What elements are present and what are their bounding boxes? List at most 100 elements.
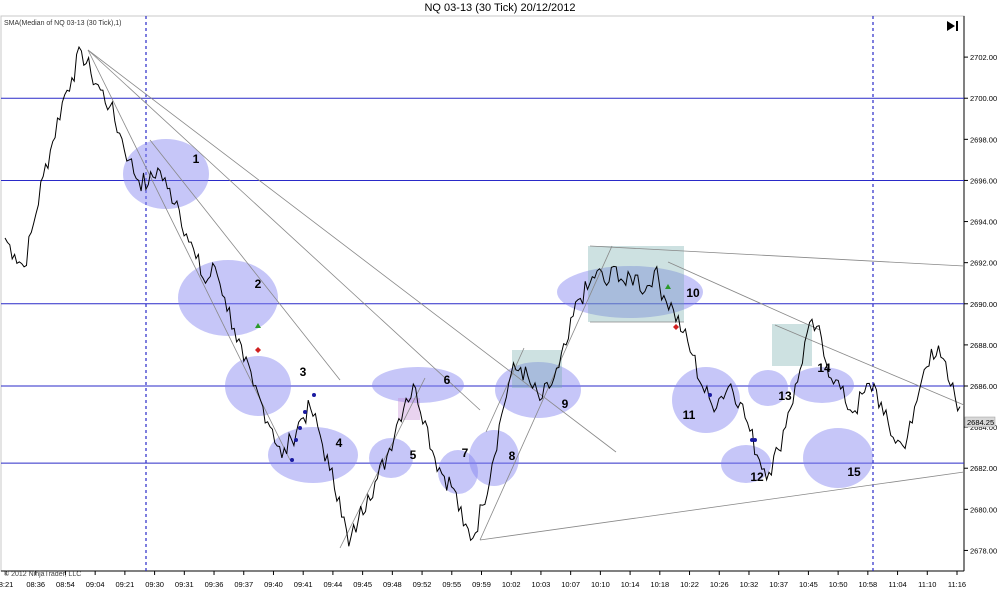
highlight-ellipse-6 <box>372 367 464 403</box>
time-tick-label-5: 09:30 <box>145 580 164 589</box>
trend-line-0 <box>87 49 617 453</box>
trend-line-2 <box>87 49 291 461</box>
annotation-label-11: 11 <box>683 408 696 422</box>
highlight-ellipse-14 <box>790 367 854 403</box>
horizontal-levels <box>1 97 964 464</box>
annotation-label-15: 15 <box>847 465 861 479</box>
price-tick-label-9: 2696.00 <box>970 176 997 185</box>
price-tick-label-12: 2702.00 <box>970 53 997 62</box>
buy-marker-2 <box>665 284 671 289</box>
time-tick-label-9: 09:40 <box>264 580 283 589</box>
time-tick-label-22: 10:18 <box>650 580 669 589</box>
annotation-label-13: 13 <box>778 389 792 403</box>
dot-marker-4 <box>290 458 294 462</box>
dot-marker-7 <box>303 410 307 414</box>
highlight-ellipse-12 <box>721 445 771 483</box>
time-tick-label-31: 11:10 <box>918 580 936 589</box>
time-tick-label-26: 10:37 <box>769 580 788 589</box>
time-tick-label-16: 09:59 <box>472 580 491 589</box>
time-tick-label-32: 11:16 <box>948 580 966 589</box>
time-tick-label-19: 10:07 <box>561 580 580 589</box>
trend-line-7 <box>479 245 613 541</box>
time-axis: 8:21 08:36 08:54 09:04 09:21 09:30 09:31 09:36 0… <box>0 571 966 589</box>
price-tick-label-6: 2690.00 <box>970 300 997 309</box>
highlight-ellipse-13 <box>748 370 788 406</box>
session-break-lines <box>145 16 874 571</box>
skip-to-end-icon[interactable] <box>944 19 960 33</box>
highlight-ellipse-15 <box>803 428 873 488</box>
highlight-ellipse-1 <box>123 139 209 209</box>
price-tick-label-4: 2686.00 <box>970 382 997 391</box>
time-tick-label-13: 09:48 <box>383 580 402 589</box>
time-tick-label-2: 08:54 <box>56 580 75 589</box>
time-tick-label-23: 10:22 <box>680 580 699 589</box>
highlight-ellipse-11 <box>672 367 740 433</box>
time-tick-label-11: 09:44 <box>324 580 343 589</box>
trend-line-8 <box>339 377 426 549</box>
dot-marker-5 <box>294 438 298 442</box>
indicator-label: SMA(Median of NQ 03-13 (30 Tick),1) <box>4 20 122 27</box>
highlight-ellipse-3 <box>225 356 291 416</box>
dot-marker-11 <box>753 438 757 442</box>
time-tick-label-8: 09:37 <box>234 580 253 589</box>
price-tick-label-0: 2678.00 <box>970 546 997 555</box>
time-tick-label-29: 10:58 <box>858 580 877 589</box>
annotation-label-3: 3 <box>300 365 307 379</box>
annotation-label-7: 7 <box>462 446 469 460</box>
time-tick-label-12: 09:45 <box>353 580 372 589</box>
price-tick-label-2: 2682.00 <box>970 464 997 473</box>
dot-marker-10 <box>750 438 754 442</box>
price-tick-label-7: 2692.00 <box>970 259 997 268</box>
time-tick-label-28: 10:50 <box>829 580 848 589</box>
dot-marker-8 <box>312 393 316 397</box>
price-tick-label-8: 2694.00 <box>970 218 997 227</box>
price-series <box>4 45 961 547</box>
annotation-label-14: 14 <box>817 361 831 375</box>
annotation-label-2: 2 <box>255 277 262 291</box>
current-price-label: 2684.25 <box>967 418 994 427</box>
trend-line-3 <box>149 139 341 381</box>
time-tick-label-14: 09:52 <box>413 580 432 589</box>
time-tick-label-0: 8:21 <box>0 580 13 589</box>
highlight-ellipse-5 <box>369 438 413 478</box>
time-tick-label-10: 09:41 <box>294 580 313 589</box>
copyright-label: © 2012 NinjaTrader, LLC <box>4 570 81 578</box>
time-tick-label-20: 10:10 <box>591 580 610 589</box>
annotation-label-8: 8 <box>509 449 516 463</box>
highlight-box-3 <box>772 324 812 366</box>
price-tick-label-5: 2688.00 <box>970 341 997 350</box>
annotation-label-12: 12 <box>750 470 764 484</box>
price-line <box>4 45 961 547</box>
time-tick-label-7: 09:36 <box>205 580 224 589</box>
time-tick-label-18: 10:03 <box>532 580 551 589</box>
trend-line-1 <box>87 49 481 411</box>
price-tick-label-10: 2698.00 <box>970 135 997 144</box>
annotation-label-4: 4 <box>336 436 343 450</box>
time-tick-label-30: 11:04 <box>888 580 906 589</box>
annotation-label-5: 5 <box>410 448 417 462</box>
highlight-box-4 <box>398 398 420 420</box>
trend-line-6 <box>479 471 965 541</box>
dot-marker-6 <box>298 426 302 430</box>
annotation-label-10: 10 <box>686 286 700 300</box>
time-tick-label-3: 09:04 <box>86 580 105 589</box>
chart-title: NQ 03-13 (30 Tick) 20/12/2012 <box>424 2 575 14</box>
sell-marker-1 <box>255 347 261 353</box>
current-price-tag: 2684.25 <box>964 416 996 428</box>
trend-line-9 <box>774 324 965 406</box>
time-tick-label-1: 08:36 <box>26 580 45 589</box>
time-tick-label-6: 09:31 <box>175 580 194 589</box>
highlight-ellipse-2 <box>178 260 278 336</box>
buy-marker-0 <box>255 323 261 328</box>
price-tick-label-3: 2684.00 <box>970 423 997 432</box>
dot-marker-9 <box>708 393 712 397</box>
time-tick-label-15: 09:55 <box>442 580 461 589</box>
time-tick-label-4: 09:21 <box>115 580 134 589</box>
highlight-box-1 <box>588 246 684 322</box>
time-tick-label-17: 10:02 <box>502 580 521 589</box>
annotation-label-6: 6 <box>444 373 451 387</box>
annotation-label-1: 1 <box>193 152 200 166</box>
highlight-ellipse-10 <box>557 266 703 318</box>
